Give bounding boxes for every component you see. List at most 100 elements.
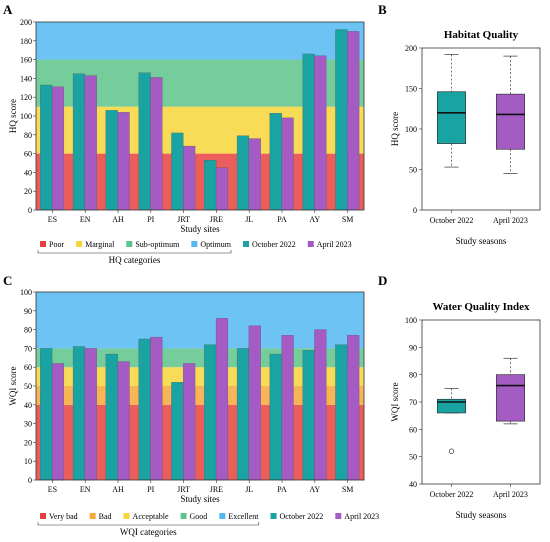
x-axis-label: Study sites — [180, 224, 220, 234]
y-tick-label: 30 — [24, 420, 32, 429]
panel-c-bar-chart: 0 10 20 30 40 50 60 70 80 90 100 ES EN AH PI JRT JRE JL PA… — [8, 288, 379, 537]
x-axis-label: Study sites — [180, 494, 220, 504]
x-tick-label-oct2022: October 2022 — [430, 216, 474, 225]
legend-swatch-optimum — [191, 241, 198, 247]
y-tick-label: 60 — [409, 425, 417, 434]
legend-swatch-excellent — [219, 513, 226, 519]
x-tick-label-jrt: JRT — [177, 215, 190, 224]
legend-label-april-2023: April 2023 — [344, 512, 379, 521]
y-tick-label: 50 — [409, 166, 417, 175]
x-tick-label-en: EN — [80, 215, 91, 224]
bar-oct2022-es — [40, 348, 53, 481]
legend-swatch-marginal — [76, 241, 83, 247]
y-tick-label: 200 — [20, 18, 32, 27]
y-tick-label: 0 — [413, 206, 417, 215]
panel-d-box-plot: Water Quality Index 40 50 60 70 80 90 100 Octobe… — [390, 301, 541, 520]
bar-apr2023-pi — [150, 336, 163, 481]
x-tick-label-apr2023: April 2023 — [493, 216, 528, 225]
y-tick-label: 70 — [24, 344, 32, 353]
legend-swatch-sub-optimum — [126, 241, 133, 247]
y-tick-label: 80 — [409, 371, 417, 380]
y-tick-label: 200 — [405, 44, 417, 53]
legend-label-april-2023: April 2023 — [317, 240, 352, 249]
y-tick-label: 90 — [409, 343, 417, 352]
y-axis-label: HQ score — [390, 112, 400, 146]
y-tick-label: 20 — [24, 438, 32, 447]
box-oct2022 — [436, 91, 467, 144]
bar-oct2022-pa — [269, 353, 282, 481]
legend-swatch-bad — [89, 513, 96, 519]
bar-apr2023-jre — [215, 167, 229, 211]
bar-apr2023-pa — [281, 335, 294, 481]
panel-letter-c: C — [3, 273, 12, 288]
bar-apr2023-jl — [248, 138, 261, 211]
x-tick-label-sm: SM — [342, 485, 354, 494]
y-axis-label: HQ score — [8, 99, 18, 133]
legend-swatch-october-2022 — [243, 241, 249, 247]
y-tick-label: 120 — [20, 93, 32, 102]
legend-label-poor: Poor — [49, 240, 64, 249]
bar-oct2022-sm — [335, 344, 348, 481]
y-tick-label: 100 — [405, 316, 417, 325]
y-tick-label: 60 — [24, 150, 32, 159]
x-tick-label-pa: PA — [277, 215, 287, 224]
panel-letter-a: A — [3, 2, 13, 17]
legend-swatch-october-2022 — [270, 513, 277, 519]
x-tick-label-apr2023: April 2023 — [493, 490, 528, 499]
bar-apr2023-ay — [314, 55, 327, 211]
bar-apr2023-jrt — [183, 363, 196, 481]
x-tick-label-oct2022: October 2022 — [430, 490, 474, 499]
y-tick-label: 180 — [20, 37, 32, 46]
y-tick-label: 0 — [28, 476, 32, 485]
legend-swatch-good — [180, 513, 187, 519]
legend-label-optimum: Optimum — [200, 240, 231, 249]
band-optimum — [36, 22, 364, 60]
box-apr2023 — [495, 93, 526, 150]
y-tick-label: 40 — [24, 401, 32, 410]
bar-oct2022-ah — [105, 110, 118, 211]
panel-b-box-plot: Habitat Quality 0 50 100 150 200 October 2022 A… — [390, 29, 541, 246]
bar-oct2022-pa — [269, 113, 282, 211]
bar-apr2023-jl — [248, 325, 261, 481]
y-tick-label: 100 — [405, 125, 417, 134]
panel-a-bar-chart: 0 20 40 60 80 100 120 140 160 180 200 ES EN AH PI JRT JR… — [8, 18, 365, 265]
y-tick-label: 0 — [28, 206, 32, 215]
y-tick-label: 100 — [20, 288, 32, 297]
box-apr2023 — [495, 374, 526, 422]
bar-oct2022-sm — [335, 29, 348, 211]
bar-apr2023-pi — [150, 77, 163, 211]
bar-apr2023-en — [84, 75, 97, 211]
chart-title: Habitat Quality — [444, 29, 519, 41]
x-tick-label-pi: PI — [147, 485, 154, 494]
y-tick-label: 140 — [20, 74, 32, 83]
bar-oct2022-jrt — [171, 132, 184, 211]
bar-apr2023-pa — [281, 117, 294, 211]
bar-apr2023-ah — [117, 112, 130, 211]
y-tick-label: 150 — [405, 85, 417, 94]
x-tick-label-jl: JL — [245, 485, 253, 494]
bar-oct2022-jre — [204, 160, 217, 211]
y-tick-label: 100 — [20, 112, 32, 121]
legend-title: WQI categories — [120, 527, 177, 537]
y-tick-label: 70 — [409, 398, 417, 407]
legend-bracket — [37, 250, 232, 254]
bar-apr2023-sm — [347, 31, 360, 211]
bar-apr2023-es — [51, 86, 65, 211]
legend-label-good: Good — [190, 512, 208, 521]
bar-apr2023-ay — [314, 329, 327, 481]
bar-oct2022-jl — [236, 135, 250, 211]
x-tick-label-es: ES — [48, 215, 57, 224]
x-tick-label-es: ES — [48, 485, 57, 494]
band-excellent — [36, 292, 364, 349]
bar-oct2022-ay — [302, 350, 315, 481]
x-tick-label-ay: AY — [309, 215, 320, 224]
y-axis-label: WQI score — [390, 382, 400, 421]
legend-label-acceptable: Acceptable — [133, 512, 169, 521]
y-tick-label: 80 — [24, 326, 32, 335]
bar-oct2022-pi — [138, 72, 151, 211]
y-tick-label: 40 — [24, 168, 32, 177]
bar-oct2022-jre — [204, 344, 217, 481]
legend-bracket — [37, 522, 259, 526]
legend-label-very-bad: Very bad — [49, 512, 78, 521]
